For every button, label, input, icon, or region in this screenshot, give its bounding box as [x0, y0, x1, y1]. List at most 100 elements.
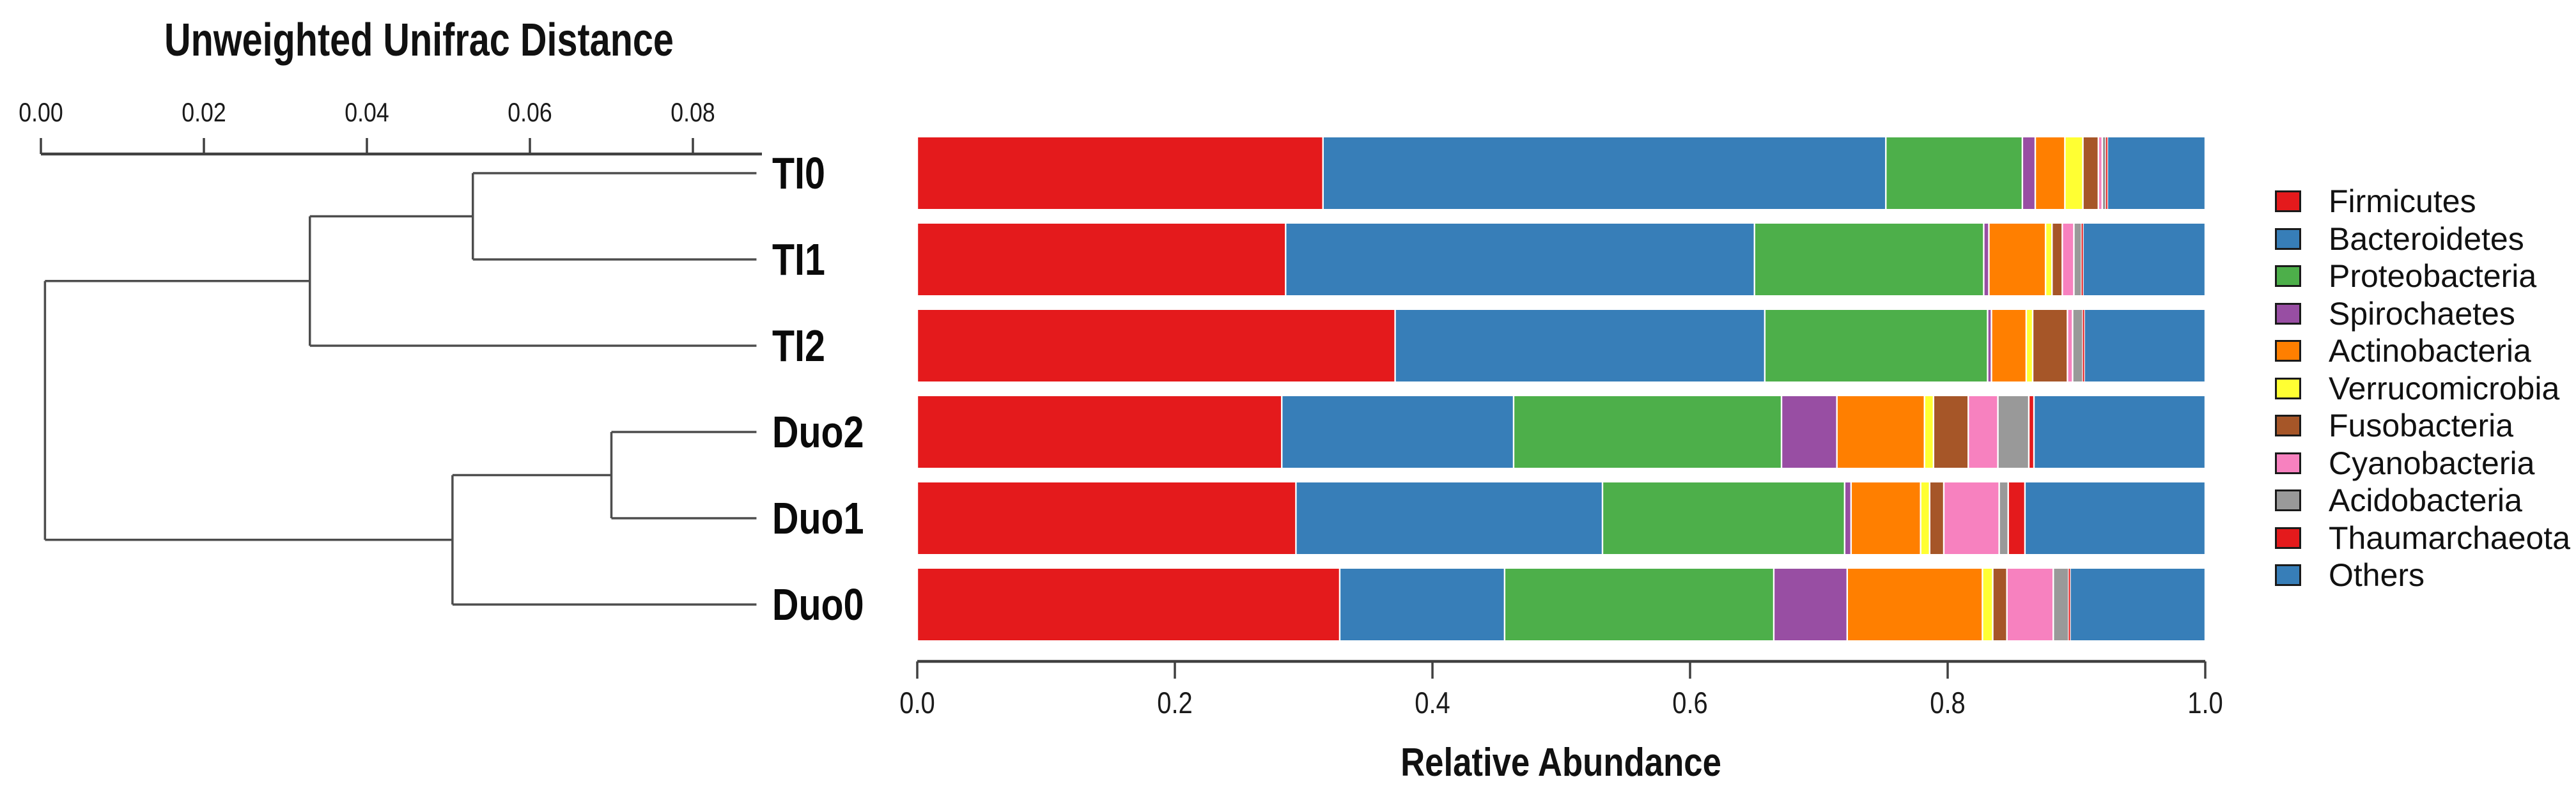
- legend-label-cyanobacteria: Cyanobacteria: [2329, 445, 2535, 481]
- legend-swatch-cyanobacteria: [2275, 452, 2301, 474]
- bar-segment-duo2-firmicutes: [918, 396, 1282, 468]
- bar-segment-duo2-fusobacteria: [1934, 396, 1968, 468]
- bar-segment-ti2-firmicutes: [918, 310, 1395, 381]
- bar-segment-ti0-spirochaetes: [2023, 137, 2035, 209]
- bar-segment-ti1-cyanobacteria: [2063, 224, 2074, 295]
- bar-segment-duo0-thaumarchaeota: [2068, 569, 2070, 640]
- legend-swatch-acidobacteria: [2275, 489, 2301, 511]
- bar-segment-duo2-spirochaetes: [1782, 396, 1836, 468]
- bar-segment-ti2-bacteroidetes: [1395, 310, 1764, 381]
- bar-segment-duo0-proteobacteria: [1505, 569, 1773, 640]
- bar-segment-ti0-fusobacteria: [2083, 137, 2098, 209]
- bar-segment-ti1-firmicutes: [918, 224, 1285, 295]
- bar-segment-ti2-actinobacteria: [1992, 310, 2026, 381]
- legend-swatch-others: [2275, 564, 2301, 586]
- bar-segment-ti0-proteobacteria: [1886, 137, 2022, 209]
- bar-segment-duo1-verrucomicrobia: [1921, 482, 1929, 554]
- bar-segment-duo1-proteobacteria: [1603, 482, 1844, 554]
- abundance-tick-label: 1.0: [2187, 686, 2223, 720]
- abundance-tick-label: 0.8: [1930, 686, 1966, 720]
- dendrogram-tick-label: 0.04: [345, 97, 389, 127]
- bar-segment-duo2-proteobacteria: [1514, 396, 1781, 468]
- bar-segment-ti1-verrucomicrobia: [2046, 224, 2052, 295]
- sample-label-ti0: TI0: [772, 148, 825, 198]
- bar-segment-duo1-acidobacteria: [1999, 482, 2008, 554]
- abundance-tick-label: 0.2: [1157, 686, 1193, 720]
- bar-segment-duo0-actinobacteria: [1848, 569, 1982, 640]
- bar-segment-duo1-spirochaetes: [1845, 482, 1851, 554]
- sample-label-duo0: Duo0: [772, 580, 864, 629]
- bar-segment-ti0-actinobacteria: [2036, 137, 2065, 209]
- bar-segment-ti1-spirochaetes: [1984, 224, 1989, 295]
- bar-segment-ti2-proteobacteria: [1765, 310, 1987, 381]
- bar-segment-ti0-firmicutes: [918, 137, 1323, 209]
- dendrogram-tick-label: 0.02: [182, 97, 226, 127]
- bar-segment-duo0-fusobacteria: [1993, 569, 2006, 640]
- legend-label-actinobacteria: Actinobacteria: [2329, 333, 2531, 369]
- legend-label-spirochaetes: Spirochaetes: [2329, 295, 2515, 332]
- legend-swatch-firmicutes: [2275, 190, 2301, 212]
- bar-segment-ti1-proteobacteria: [1755, 224, 1983, 295]
- x-axis-title: Relative Abundance: [1401, 741, 1721, 785]
- bar-segment-ti2-verrucomicrobia: [2027, 310, 2032, 381]
- bar-segment-duo2-actinobacteria: [1837, 396, 1924, 468]
- bar-segment-duo1-actinobacteria: [1852, 482, 1920, 554]
- bar-segment-ti2-spirochaetes: [1988, 310, 1991, 381]
- legend-swatch-verrucomicrobia: [2275, 377, 2301, 399]
- bar-segment-duo1-thaumarchaeota: [2008, 482, 2024, 554]
- bar-segment-duo0-bacteroidetes: [1340, 569, 1504, 640]
- bar-segment-ti2-thaumarchaeota: [2083, 310, 2084, 381]
- sample-label-ti1: TI1: [772, 235, 825, 284]
- legend-label-acidobacteria: Acidobacteria: [2329, 482, 2522, 518]
- bar-segment-duo2-acidobacteria: [1998, 396, 2028, 468]
- sample-label-ti2: TI2: [772, 321, 825, 371]
- sample-label-duo1: Duo1: [772, 493, 864, 543]
- legend-label-others: Others: [2329, 557, 2425, 593]
- sample-label-duo2: Duo2: [772, 407, 864, 457]
- bar-segment-ti1-acidobacteria: [2074, 224, 2081, 295]
- legend-swatch-thaumarchaeota: [2275, 527, 2301, 549]
- legend-label-firmicutes: Firmicutes: [2329, 183, 2476, 219]
- bar-segment-duo2-verrucomicrobia: [1925, 396, 1933, 468]
- bar-segment-duo1-firmicutes: [918, 482, 1296, 554]
- legend-label-thaumarchaeota: Thaumarchaeota: [2329, 520, 2571, 556]
- legend-label-proteobacteria: Proteobacteria: [2329, 258, 2537, 294]
- bar-segment-duo2-cyanobacteria: [1969, 396, 1998, 468]
- dendrogram-title: Unweighted Unifrac Distance: [164, 15, 674, 66]
- bar-segment-duo1-others: [2026, 482, 2205, 554]
- bar-segment-duo1-fusobacteria: [1930, 482, 1943, 554]
- bar-segment-duo2-bacteroidetes: [1282, 396, 1513, 468]
- dendrogram-tick-label: 0.06: [508, 97, 552, 127]
- legend-swatch-proteobacteria: [2275, 265, 2301, 287]
- legend-swatch-actinobacteria: [2275, 340, 2301, 362]
- bar-segment-ti1-bacteroidetes: [1286, 224, 1754, 295]
- bar-segment-ti0-verrucomicrobia: [2065, 137, 2083, 209]
- bar-segment-duo0-others: [2070, 569, 2205, 640]
- bar-segment-ti0-others: [2108, 137, 2205, 209]
- legend-swatch-fusobacteria: [2275, 415, 2301, 436]
- bar-segment-duo0-spirochaetes: [1774, 569, 1847, 640]
- bar-segment-duo0-acidobacteria: [2054, 569, 2068, 640]
- bar-segment-ti0-cyanobacteria: [2099, 137, 2102, 209]
- bar-segment-duo0-cyanobacteria: [2007, 569, 2053, 640]
- bar-segment-duo1-cyanobacteria: [1944, 482, 1999, 554]
- bar-segment-ti2-others: [2084, 310, 2205, 381]
- abundance-tick-label: 0.6: [1672, 686, 1708, 720]
- bar-segment-ti2-acidobacteria: [2073, 310, 2083, 381]
- legend-label-fusobacteria: Fusobacteria: [2329, 408, 2514, 443]
- bar-segment-duo0-firmicutes: [918, 569, 1339, 640]
- bar-segment-ti1-actinobacteria: [1989, 224, 2045, 295]
- bar-segment-ti1-fusobacteria: [2052, 224, 2062, 295]
- bar-segment-ti2-cyanobacteria: [2068, 310, 2072, 381]
- abundance-tick-label: 0.0: [899, 686, 935, 720]
- bar-segment-ti0-bacteroidetes: [1323, 137, 1886, 209]
- dendrogram-tick-label: 0.00: [19, 97, 63, 127]
- bar-segment-duo0-verrucomicrobia: [1983, 569, 1992, 640]
- legend-label-bacteroidetes: Bacteroidetes: [2329, 220, 2524, 257]
- legend-swatch-bacteroidetes: [2275, 227, 2301, 250]
- bar-segment-duo2-others: [2035, 396, 2205, 468]
- bar-segment-duo1-bacteroidetes: [1296, 482, 1602, 554]
- bar-segment-duo2-thaumarchaeota: [2029, 396, 2033, 468]
